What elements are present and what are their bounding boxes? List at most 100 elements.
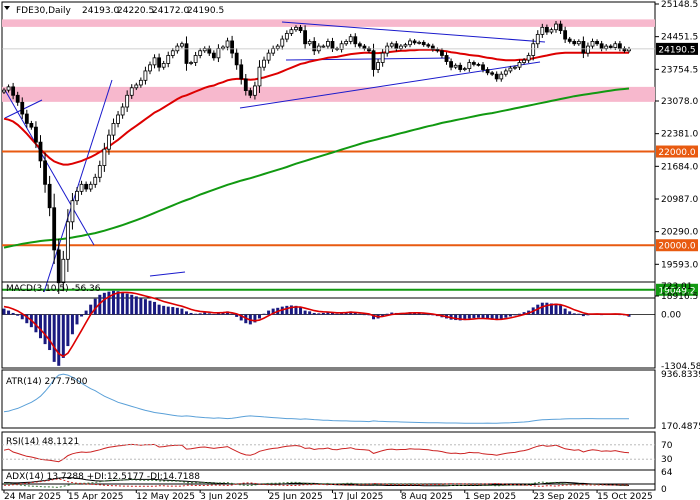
- candle-body: [581, 41, 586, 54]
- macd-bar: [385, 313, 389, 315]
- macd-bar: [134, 296, 138, 315]
- macd-bar: [549, 303, 553, 315]
- candle-body: [586, 45, 590, 54]
- candle: [125, 90, 130, 112]
- macd-bar: [504, 314, 508, 318]
- candle: [517, 59, 522, 70]
- macd-bar: [216, 312, 220, 315]
- y-tick-label: 170.4875: [661, 422, 700, 432]
- atr-title: ATR(14) 277.7500: [6, 377, 88, 387]
- candle-body: [380, 52, 385, 63]
- candle-body: [362, 45, 367, 49]
- candle: [170, 47, 175, 59]
- macd-bar: [472, 314, 476, 319]
- macd-bar: [212, 314, 216, 315]
- candle-body: [79, 183, 84, 192]
- candle-body: [116, 114, 120, 124]
- candle-body: [481, 64, 485, 70]
- candle: [61, 250, 66, 292]
- candle: [344, 39, 349, 46]
- macd-bar: [285, 305, 289, 315]
- macd-bar: [294, 305, 298, 315]
- candle: [239, 59, 244, 85]
- candle-body: [52, 207, 57, 251]
- price-panel[interactable]: 22000.0 20000.0 19049.2 25148.5 24451.5 2375…: [1, 0, 698, 302]
- candle-body: [353, 36, 358, 45]
- candle: [467, 59, 472, 72]
- candle-body: [289, 29, 294, 34]
- candle-body: [339, 43, 344, 50]
- macd-bar: [143, 299, 147, 315]
- candle-body: [535, 33, 540, 45]
- candle-body: [61, 258, 66, 284]
- candle: [84, 181, 89, 192]
- candle: [189, 60, 193, 66]
- candle: [143, 66, 148, 85]
- adx-panel[interactable]: 64 0 ADX(14) 13.7288 +DI:12.5177 -DI:14.7…: [1, 468, 673, 495]
- candle: [348, 33, 353, 45]
- candle: [157, 53, 162, 72]
- candle: [449, 58, 453, 71]
- macd-bar: [235, 314, 239, 317]
- y-tick-label: 23078.0: [661, 97, 698, 107]
- candle: [376, 58, 380, 74]
- candle: [426, 42, 431, 48]
- candle: [284, 30, 289, 43]
- macd-bar: [52, 314, 56, 362]
- macd-bar: [577, 313, 581, 315]
- candle: [312, 37, 317, 56]
- ohlc-close: 24190.5: [187, 6, 224, 16]
- macd-bar: [75, 314, 79, 325]
- y-tick-label: 21684.0: [661, 162, 698, 172]
- candle-body: [43, 160, 47, 185]
- candle-body: [138, 79, 143, 86]
- macd-bar: [563, 308, 567, 315]
- candle-body: [134, 84, 139, 89]
- candle: [490, 70, 495, 77]
- candle-body: [47, 183, 52, 209]
- y-tick-label: 22381.0: [661, 130, 698, 140]
- candle-body: [513, 66, 517, 69]
- candle-body: [148, 64, 152, 72]
- macd-bar: [184, 311, 188, 315]
- macd-title: MACD(3,10,5) -56.36: [6, 284, 101, 294]
- candle-body: [426, 44, 431, 47]
- x-tick-label: 3 Jun 2025: [200, 492, 248, 500]
- candle-body: [65, 221, 70, 260]
- candle-body: [184, 43, 189, 64]
- macd-bar: [267, 310, 271, 315]
- candle: [494, 71, 499, 82]
- candle: [499, 71, 504, 82]
- candle-body: [408, 40, 412, 46]
- atr-panel[interactable]: 936.8339 170.4875 ATR(14) 277.7500: [1, 369, 700, 432]
- candle-body: [554, 23, 558, 31]
- candle-body: [239, 64, 244, 80]
- candle: [398, 43, 403, 51]
- macd-bar: [66, 314, 70, 347]
- level-tag-label: 19049.2: [658, 286, 695, 296]
- candle: [298, 24, 303, 34]
- candle: [444, 52, 449, 65]
- macd-bar: [116, 291, 120, 315]
- candle: [321, 44, 326, 48]
- candle-body: [111, 123, 116, 136]
- candle: [353, 33, 358, 48]
- candle: [540, 23, 545, 38]
- candle-body: [202, 48, 207, 52]
- candle-body: [6, 86, 11, 91]
- candle: [513, 65, 517, 70]
- macd-bar: [34, 314, 38, 333]
- macd-panel[interactable]: 723.01 0.00 -1304.58 MACD(3,10,5) -56.36: [1, 281, 700, 372]
- candle: [567, 36, 572, 44]
- candle: [558, 20, 563, 35]
- candle: [554, 20, 558, 33]
- candle-body: [303, 30, 307, 45]
- candle-body: [330, 41, 335, 49]
- candle-body: [453, 64, 458, 68]
- candle-body: [494, 73, 499, 80]
- candle-body: [344, 41, 349, 45]
- candle-body: [198, 50, 203, 56]
- candle: [572, 39, 577, 46]
- candle-body: [88, 183, 93, 190]
